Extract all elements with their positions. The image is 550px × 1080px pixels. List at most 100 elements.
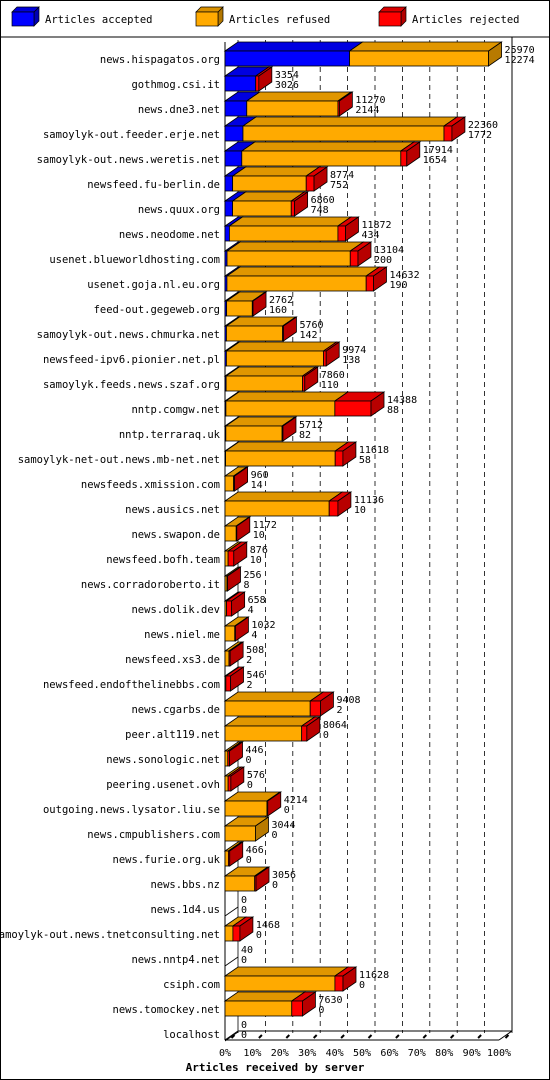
- total-label: 3354: [275, 70, 299, 81]
- bar-refused: [224, 525, 237, 542]
- bar-refused: [225, 375, 303, 392]
- category-label: news.dne3.net: [138, 104, 220, 116]
- total-label: 546: [247, 670, 265, 681]
- x-tick-label: 20%: [271, 1048, 289, 1059]
- bar-side: [234, 466, 249, 492]
- bar-refused: [224, 500, 330, 517]
- x-tick-label: 60%: [380, 1048, 398, 1059]
- total-label: 446: [246, 745, 264, 756]
- total-label: 1468: [256, 920, 280, 931]
- bar-refused: [242, 125, 445, 142]
- accepted-label: 2144: [355, 105, 379, 116]
- accepted-label: 142: [299, 330, 317, 341]
- bar-refused: [224, 625, 236, 642]
- category-label: news.sonologic.net: [106, 754, 220, 766]
- bar-refused: [349, 50, 489, 67]
- accepted-label: 82: [299, 430, 311, 441]
- accepted-label: 0: [241, 905, 247, 916]
- total-label: 11618: [359, 445, 389, 456]
- x-tick-mark: [504, 1034, 510, 1039]
- total-label: 11628: [359, 970, 389, 981]
- bar-rejected: [227, 775, 232, 792]
- bar-accepted-top: [223, 41, 364, 52]
- total-label: 508: [246, 645, 264, 656]
- total-label: 876: [250, 545, 268, 556]
- accepted-label: 748: [311, 205, 329, 216]
- bar-refused: [224, 750, 229, 767]
- accepted-label: 0: [284, 805, 290, 816]
- bar-side: [302, 991, 316, 1017]
- bar-refused-top: [240, 141, 416, 152]
- total-label: 14388: [387, 395, 417, 406]
- total-label: 256: [244, 570, 262, 581]
- accepted-label: 4: [251, 630, 257, 641]
- x-tick-mark: [340, 1034, 345, 1039]
- category-label: nntp.terraraq.uk: [119, 429, 221, 441]
- total-label: 22360: [468, 120, 498, 131]
- category-label: newsfeed-ipv6.pionier.net.pl: [43, 354, 220, 366]
- x-tick-mark: [449, 1034, 455, 1039]
- bar-side: [325, 341, 340, 367]
- bar-rejected: [291, 1000, 303, 1017]
- accepted-label: 3026: [275, 80, 299, 91]
- bar-refused-top: [224, 366, 317, 377]
- total-label: 9408: [336, 695, 360, 706]
- bar-side: [451, 116, 466, 142]
- bar-accepted: [224, 150, 243, 167]
- bar-accepted: [224, 125, 244, 142]
- bar-rejected: [334, 975, 344, 992]
- bar-refused: [229, 225, 339, 242]
- bar-refused-top: [224, 441, 350, 452]
- total-label: 0: [241, 1020, 247, 1031]
- bar-side: [338, 91, 353, 117]
- accepted-label: 0: [256, 930, 262, 941]
- category-label: peer.alt119.net: [125, 729, 220, 741]
- accepted-label: 200: [374, 255, 392, 266]
- bar-refused-top: [231, 166, 321, 177]
- total-label: 5712: [299, 420, 323, 431]
- category-label: news.niel.me: [144, 629, 220, 641]
- bar-refused: [224, 725, 303, 742]
- total-label: 576: [247, 770, 265, 781]
- accepted-label: 4: [248, 605, 254, 616]
- total-label: 25970: [505, 45, 535, 56]
- bar-empty: [224, 906, 239, 917]
- category-label: localhost: [163, 1029, 220, 1041]
- accepted-label: 1772: [468, 130, 492, 141]
- bar-rejected: [227, 550, 235, 567]
- legend-label-3: Articles rejected: [412, 14, 519, 26]
- bar-side: [267, 791, 282, 817]
- bar-accepted: [224, 100, 248, 117]
- total-label: 7630: [318, 995, 342, 1006]
- bar-refused-top: [228, 216, 353, 227]
- accepted-label: 0: [247, 780, 253, 791]
- bar-refused-top: [223, 716, 316, 727]
- bar-refused-top: [225, 341, 338, 352]
- axis-depth-line: [498, 1030, 513, 1041]
- category-label: newsfeed.fu-berlin.de: [87, 179, 220, 191]
- bar-side: [255, 816, 269, 842]
- total-label: 1032: [251, 620, 275, 631]
- bar-refused: [226, 350, 324, 367]
- accepted-label: 0: [359, 980, 365, 991]
- bar-rejected: [443, 125, 453, 142]
- x-tick-label: 10%: [243, 1048, 261, 1059]
- accepted-label: 0: [246, 755, 252, 766]
- x-tick-label: 0%: [219, 1048, 231, 1059]
- bar-side: [357, 241, 372, 267]
- accepted-label: 752: [330, 180, 348, 191]
- accepted-label: 2: [247, 680, 253, 691]
- total-label: 11270: [355, 95, 385, 106]
- accepted-label: 10: [354, 505, 366, 516]
- bar-side: [229, 741, 243, 767]
- category-label: newsfeeds.xmission.com: [81, 479, 220, 491]
- bar-rejected: [349, 250, 359, 267]
- total-label: 13104: [374, 245, 404, 256]
- total-label: 960: [251, 470, 269, 481]
- x-tick-label: 70%: [408, 1048, 426, 1059]
- legend-swatch-top: [195, 6, 224, 13]
- accepted-label: 190: [389, 280, 407, 291]
- bar-side: [229, 641, 244, 667]
- bar-side: [230, 766, 245, 792]
- x-tick-mark: [367, 1034, 373, 1039]
